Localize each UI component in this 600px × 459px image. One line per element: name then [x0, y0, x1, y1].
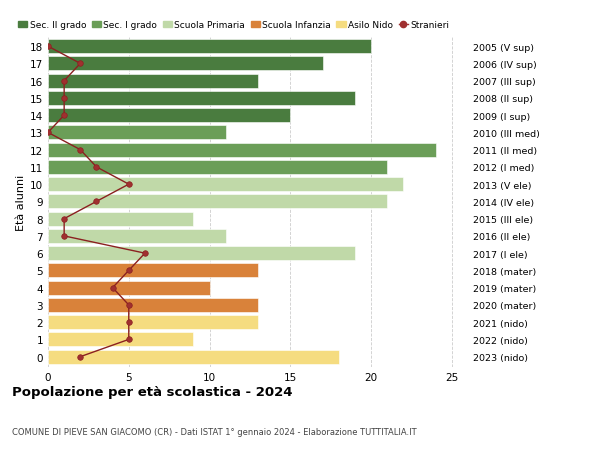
Bar: [48, 109, 290, 123]
Bar: [48, 230, 226, 243]
Bar: [48, 143, 436, 157]
Text: Popolazione per età scolastica - 2024: Popolazione per età scolastica - 2024: [12, 386, 293, 398]
Bar: [48, 74, 258, 89]
Bar: [48, 298, 258, 312]
Bar: [48, 350, 339, 364]
Y-axis label: Età alunni: Età alunni: [16, 174, 26, 230]
Bar: [48, 161, 387, 174]
Bar: [48, 281, 209, 295]
Bar: [48, 212, 193, 226]
Bar: [48, 92, 355, 106]
Bar: [48, 57, 323, 71]
Bar: [48, 40, 371, 54]
Bar: [48, 315, 258, 330]
Bar: [48, 178, 403, 192]
Bar: [48, 264, 258, 278]
Bar: [48, 195, 387, 209]
Text: COMUNE DI PIEVE SAN GIACOMO (CR) - Dati ISTAT 1° gennaio 2024 - Elaborazione TUT: COMUNE DI PIEVE SAN GIACOMO (CR) - Dati …: [12, 427, 416, 436]
Bar: [48, 246, 355, 261]
Bar: [48, 333, 193, 347]
Legend: Sec. II grado, Sec. I grado, Scuola Primaria, Scuola Infanzia, Asilo Nido, Stran: Sec. II grado, Sec. I grado, Scuola Prim…: [14, 17, 453, 34]
Bar: [48, 126, 226, 140]
